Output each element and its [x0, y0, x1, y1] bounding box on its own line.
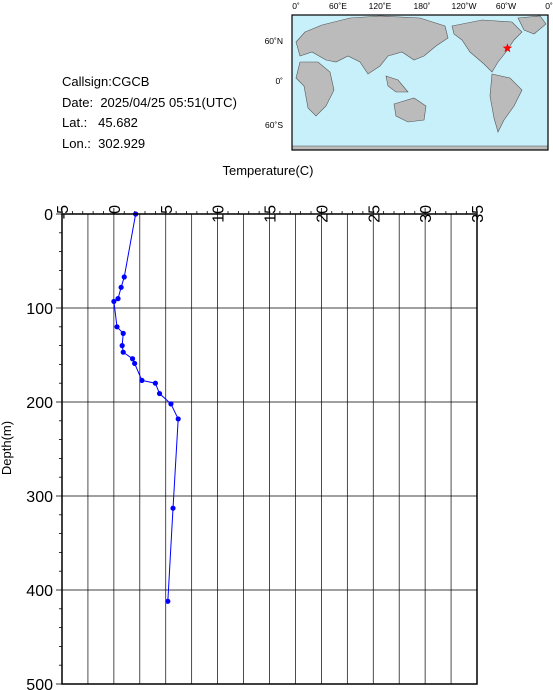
- data-point: [139, 377, 145, 383]
- map-frame: [291, 14, 549, 151]
- land-europe-asia: [295, 15, 449, 75]
- map-lon-label: 0˚: [545, 1, 553, 11]
- map-land: [291, 15, 549, 151]
- map-lon-label: 0˚: [292, 1, 300, 11]
- map-lat-label: 60˚S: [265, 120, 283, 130]
- map-lon-label: 120˚E: [369, 1, 392, 11]
- y-tick-label: 300: [26, 489, 53, 506]
- map-lat-label: 0˚: [275, 76, 283, 86]
- y-axis-title: Depth(m): [0, 421, 14, 475]
- map-lon-label: 120˚W: [451, 1, 476, 11]
- date-row: Date: 2025/04/25 05:51(UTC): [62, 93, 237, 114]
- x-tick-label: 5: [159, 205, 176, 214]
- chart-ticks: [56, 208, 478, 685]
- date-label: Date:: [62, 94, 94, 110]
- data-point: [120, 330, 126, 336]
- data-point: [170, 505, 176, 511]
- lat-value: 45.682: [98, 115, 138, 130]
- chart-grid: [61, 213, 478, 685]
- data-point: [156, 390, 163, 397]
- plot-frame: [61, 213, 478, 685]
- land-south-america: [489, 73, 523, 133]
- callsign-row: Callsign:CGCB: [62, 72, 237, 93]
- map-side-labels: 60˚N 0˚ 60˚S: [265, 36, 284, 130]
- x-tick-label: 35: [470, 205, 487, 223]
- data-point: [175, 416, 181, 422]
- land-north-america: [451, 19, 523, 73]
- y-tick-label: 200: [26, 395, 53, 412]
- x-axis-title: Temperature(C): [222, 163, 313, 178]
- lat-label: Lat.:: [62, 115, 88, 130]
- date-value: 2025/04/25 05:51(UTC): [100, 94, 237, 110]
- station-info: Callsign:CGCB Date: 2025/04/25 05:51(UTC…: [62, 72, 237, 154]
- profile-line: [113, 213, 179, 602]
- data-point: [129, 356, 136, 362]
- data-point: [132, 360, 138, 367]
- data-point: [111, 298, 117, 305]
- data-point: [118, 284, 124, 290]
- y-tick-label: 0: [44, 207, 53, 224]
- map-top-labels: 0˚ 60˚E 120˚E 180˚ 120˚W 60˚W 0˚: [292, 1, 553, 11]
- land-greenland: [517, 15, 547, 35]
- station-marker-icon: [502, 43, 513, 53]
- lon-label: Lon.:: [62, 135, 91, 151]
- data-point: [115, 296, 121, 302]
- land-australia: [393, 97, 427, 123]
- map-lon-label: 180˚: [413, 1, 430, 11]
- y-tick-labels: 0 100 200 300 400 500: [26, 207, 53, 690]
- y-tick-label: 100: [26, 301, 53, 318]
- map-lat-label: 60˚N: [265, 36, 283, 46]
- x-tick-label: 0: [107, 205, 124, 214]
- callsign-label: Callsign:: [62, 74, 112, 89]
- y-tick-label: 400: [26, 583, 53, 600]
- y-tick-label: 500: [26, 677, 53, 690]
- map-lon-label: 60˚E: [329, 1, 347, 11]
- data-point: [168, 401, 174, 407]
- data-point: [165, 598, 171, 604]
- data-point: [120, 349, 126, 355]
- land-africa: [295, 61, 335, 117]
- x-tick-label: -5: [55, 205, 72, 219]
- callsign-value: CGCB: [111, 74, 150, 89]
- map-lon-label: 60˚W: [496, 1, 516, 11]
- world-map: 0˚ 60˚E 120˚E 180˚ 120˚W 60˚W 0˚ 60˚N 0˚…: [265, 1, 553, 151]
- data-point: [152, 380, 158, 386]
- lon-value: 302.929: [98, 135, 146, 151]
- lon-row: Lon.: 302.929: [62, 134, 237, 155]
- data-point: [114, 324, 120, 330]
- data-point: [119, 343, 125, 349]
- profile-series: [111, 211, 181, 604]
- lat-row: Lat.: 45.682: [62, 113, 237, 134]
- x-tick-labels: -5 0 5 10 15 20 25 30 35: [55, 205, 487, 223]
- data-point: [121, 274, 127, 280]
- land-southeast-asia: [385, 75, 409, 93]
